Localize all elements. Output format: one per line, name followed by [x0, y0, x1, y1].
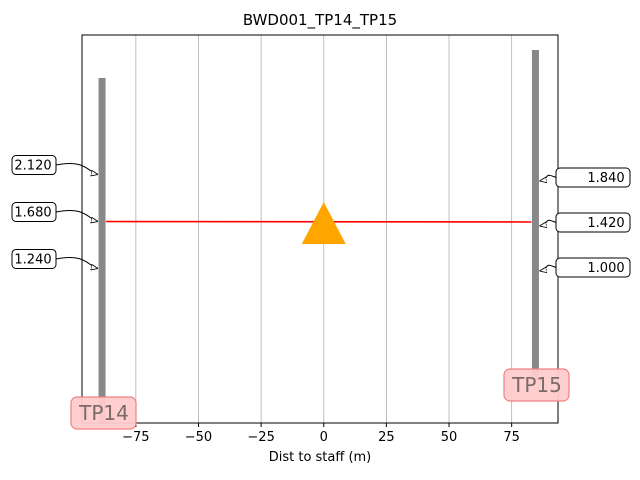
staff-name-box: [503, 368, 570, 402]
x-tick-label: −75: [122, 430, 149, 445]
reading-arrow: [539, 219, 557, 226]
reading-label: 1.420: [587, 216, 624, 231]
reading-box: [11, 248, 57, 269]
x-tick-label: −25: [247, 430, 274, 445]
staff-name-label: TP14: [78, 401, 129, 425]
staff-bar-tp14: [98, 78, 106, 423]
staff-bar-tp15: [531, 50, 539, 380]
x-tick-label: −50: [185, 430, 212, 445]
reading-label: 1.840: [587, 171, 624, 186]
x-tick-label: 75: [503, 430, 520, 445]
reading-label: 2.120: [14, 159, 51, 174]
staff-name-box: [70, 396, 137, 430]
reading-label: 1.240: [14, 252, 51, 267]
x-axis-label: Dist to staff (m): [268, 450, 372, 465]
reading-arrow: [55, 257, 98, 268]
instrument-marker: [301, 202, 346, 244]
reading-arrow: [55, 163, 98, 174]
chart-title: BWD001_TP14_TP15: [242, 11, 398, 29]
reading-arrow: [539, 264, 557, 271]
reading-arrow: [539, 174, 557, 181]
reading-arrow: [55, 210, 98, 221]
staff-name-label: TP15: [511, 373, 562, 397]
x-tick-label: 0: [320, 430, 328, 445]
reading-box: [555, 257, 631, 278]
x-tick-label: 25: [378, 430, 395, 445]
x-tick-label: 50: [441, 430, 458, 445]
reading-box: [11, 202, 57, 222]
reading-label: 1.000: [587, 261, 624, 276]
reading-box: [555, 212, 631, 233]
reading-box: [11, 155, 57, 176]
reading-label: 1.680: [14, 206, 51, 221]
reading-box: [555, 167, 631, 188]
